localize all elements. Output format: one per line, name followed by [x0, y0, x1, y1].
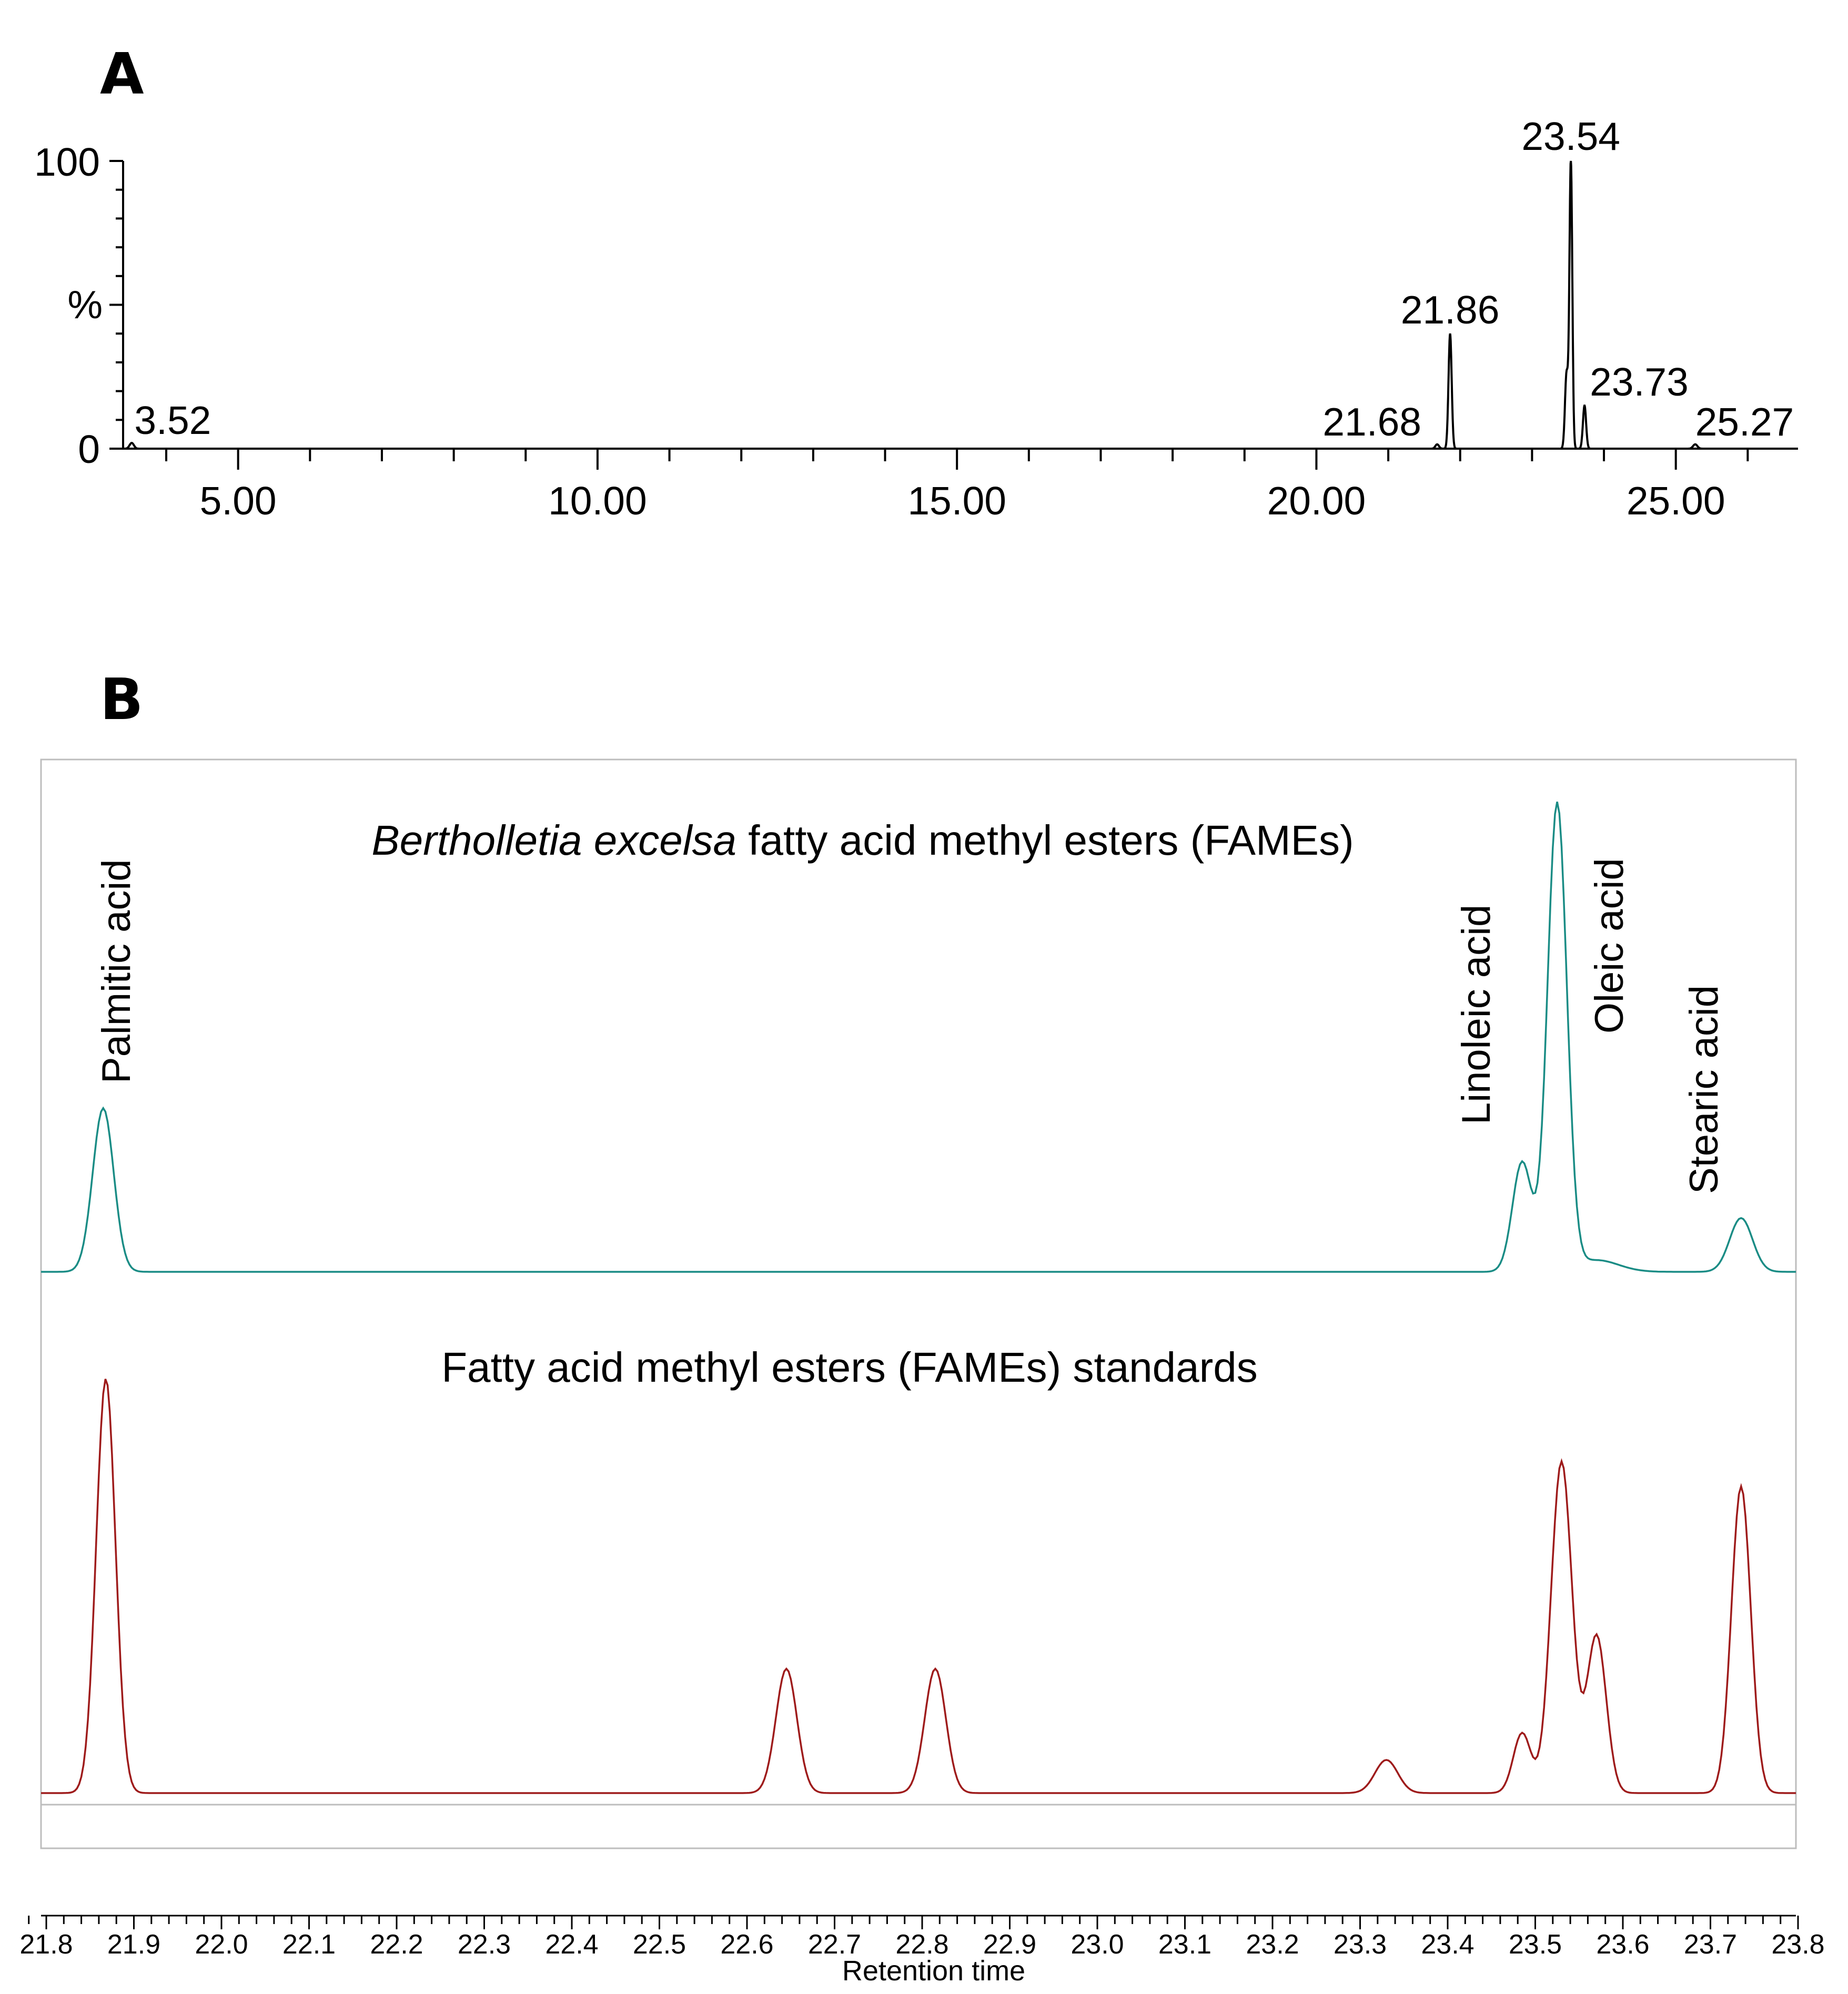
panel-b-x-tick-label: 22.3 [458, 1929, 511, 1960]
panel-b-x-ticks [28, 1916, 1799, 1929]
panel-b-x-tick-label: 22.1 [282, 1929, 336, 1960]
panel-b-x-tick-label: 23.2 [1246, 1929, 1299, 1960]
panel-a-y-tick-zero: 0 [78, 427, 100, 471]
panel-b-x-tick-label: 23.0 [1071, 1929, 1124, 1960]
panel-a-peak-label: 23.54 [1521, 114, 1620, 158]
panel-b-x-tick-label: 22.6 [720, 1929, 773, 1960]
panel-a-peak-label: 21.86 [1401, 288, 1500, 332]
panel-a-x-tick-label: 10.00 [548, 479, 647, 523]
panel-a-x-tick-label: 15.00 [907, 479, 1006, 523]
panel-b-x-tick-label: 22.8 [895, 1929, 948, 1960]
panel-a-y-axis-title: % [67, 282, 103, 327]
panel-b-x-tick-label: 23.4 [1421, 1929, 1474, 1960]
panel-b: B Bertholletia excelsa fatty acid methyl… [19, 667, 1824, 1987]
panel-b-x-tick-label: 21.9 [107, 1929, 160, 1960]
panel-b-label: B [100, 667, 143, 733]
panel-b-x-tick-label: 23.5 [1509, 1929, 1562, 1960]
panel-a-peak-label: 23.73 [1590, 360, 1689, 404]
panel-a-peak-label: 3.52 [134, 398, 211, 442]
panel-b-x-tick-label: 23.1 [1158, 1929, 1211, 1960]
panel-a-peak-label: 21.68 [1322, 400, 1421, 444]
panel-b-x-tick-label: 23.6 [1596, 1929, 1649, 1960]
compound-labels: Palmitic acid Linoleic acid Oleic acid S… [94, 858, 1726, 1194]
panel-a-y-tick-max: 100 [34, 140, 100, 184]
panel-a-x-tick-labels: 5.00 10.00 15.00 20.00 25.00 [200, 479, 1725, 523]
panel-b-x-tick-label: 21.8 [19, 1929, 73, 1960]
panel-b-x-tick-label: 23.7 [1684, 1929, 1737, 1960]
panel-a-x-tick-label: 5.00 [200, 479, 277, 523]
panel-a-peak-label: 25.27 [1695, 400, 1794, 444]
panel-b-x-tick-label: 22.7 [808, 1929, 861, 1960]
panel-a-x-tick-label: 25.00 [1627, 479, 1725, 523]
panel-b-x-tick-label: 22.5 [633, 1929, 686, 1960]
sample-fames-trace [41, 801, 1796, 1273]
sample-trace-title: Bertholletia excelsa fatty acid methyl e… [371, 817, 1354, 864]
compound-label-palmitic: Palmitic acid [94, 859, 139, 1084]
panel-b-plot-frame [40, 758, 1797, 1849]
sample-trace-title-species: Bertholletia excelsa [371, 817, 736, 864]
panel-b-x-tick-label: 23.8 [1771, 1929, 1824, 1960]
panel-a-chromatogram-trace [123, 160, 1798, 450]
panel-b-x-axis-title: Retention time [842, 1955, 1025, 1987]
panel-a-label: A [100, 42, 144, 107]
panel-b-x-tick-label: 22.0 [195, 1929, 248, 1960]
panel-b-x-tick-label: 22.2 [370, 1929, 423, 1960]
standards-fames-trace [41, 1379, 1796, 1794]
compound-label-linoleic: Linoleic acid [1454, 905, 1499, 1125]
compound-label-stearic: Stearic acid [1682, 985, 1726, 1194]
sample-trace-title-rest: fatty acid methyl esters (FAMEs) [736, 817, 1354, 864]
panel-a: A 100 % 0 5.00 10.00 15.00 20.00 25.00 3.52 2… [34, 42, 1798, 523]
panel-b-x-tick-labels: 21.8 21.9 22.0 22.1 22.2 22.3 22.4 22.5 22.6 22.7… [19, 1929, 1824, 1960]
panel-b-x-tick-label: 22.9 [983, 1929, 1036, 1960]
standards-trace-title: Fatty acid methyl esters (FAMEs) standar… [441, 1344, 1258, 1391]
panel-b-x-tick-label: 23.3 [1334, 1929, 1387, 1960]
panel-a-x-ticks [165, 449, 1749, 470]
compound-label-oleic: Oleic acid [1587, 858, 1632, 1034]
panel-a-x-tick-label: 20.00 [1267, 479, 1366, 523]
panel-a-y-axis: 100 % 0 [34, 140, 124, 471]
panel-b-x-tick-label: 22.4 [545, 1929, 598, 1960]
